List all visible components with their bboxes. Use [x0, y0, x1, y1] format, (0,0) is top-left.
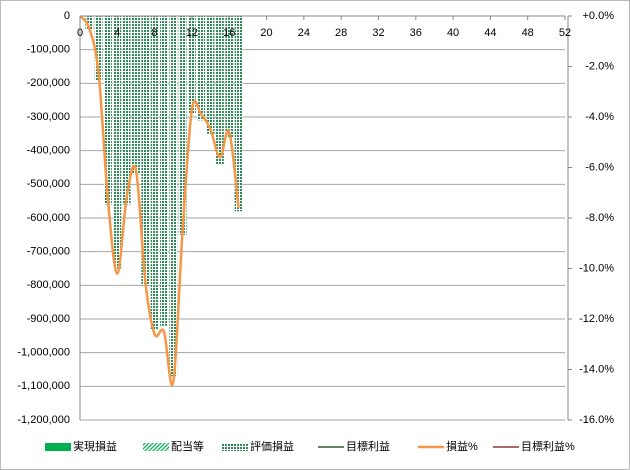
x-tick-label: 12	[186, 27, 198, 39]
bar	[197, 16, 206, 121]
bar	[104, 16, 112, 205]
y2-tick-label: -10.0%	[579, 262, 614, 274]
legend-label: 配当等	[171, 439, 204, 453]
x-tick-label: 44	[484, 27, 496, 39]
legend-swatch	[222, 443, 248, 451]
y-tick-label: -1,200,000	[17, 414, 70, 426]
x-tick-label: 16	[223, 27, 235, 39]
x-tick-label: 52	[559, 27, 571, 39]
bar	[113, 16, 122, 269]
y2-tick-label: -12.0%	[579, 313, 614, 325]
y-tick-label: -700,000	[27, 246, 70, 258]
y2-tick-label: -16.0%	[579, 414, 614, 426]
y-tick-label: -300,000	[27, 111, 70, 123]
legend-label: 評価損益	[250, 439, 294, 453]
bar	[188, 16, 196, 114]
y2-tick-label: -8.0%	[585, 212, 614, 224]
y-tick-label: -400,000	[27, 145, 70, 157]
line	[78, 15, 240, 387]
y-tick-label: -1,000,000	[17, 347, 70, 359]
x-tick-label: 4	[114, 27, 120, 39]
x-tick-label: 24	[298, 27, 310, 39]
x-tick-label: 20	[260, 27, 272, 39]
y-tick-label: -800,000	[27, 279, 70, 291]
x-tick-label: 28	[335, 27, 347, 39]
y2-tick-label: -4.0%	[585, 111, 614, 123]
legend-label: 目標利益%	[521, 439, 575, 453]
bar	[178, 16, 187, 235]
bar	[215, 16, 224, 165]
x-tick-label: 40	[447, 27, 459, 39]
bar	[85, 16, 94, 30]
y-tick-label: -1,100,000	[17, 380, 70, 392]
y-tick-label: -500,000	[27, 178, 70, 190]
bar	[225, 16, 234, 138]
y-tick-label: -200,000	[27, 77, 70, 89]
y-tick-label: -900,000	[27, 313, 70, 325]
y-tick-label: -600,000	[27, 212, 70, 224]
y2-tick-label: +0.0%	[583, 10, 615, 22]
legend-swatch	[45, 443, 71, 451]
x-tick-label: 0	[77, 27, 83, 39]
y-tick-label: 0	[64, 10, 70, 22]
bar	[132, 16, 140, 175]
bar	[94, 16, 103, 80]
bar	[150, 16, 159, 330]
y2-tick-label: -2.0%	[585, 60, 614, 72]
bar	[160, 16, 168, 326]
legend-swatch	[143, 443, 169, 451]
x-tick-label: 36	[410, 27, 422, 39]
bar	[141, 16, 150, 286]
bar	[122, 16, 131, 205]
x-tick-label: 8	[152, 27, 158, 39]
x-tick-label: 48	[522, 27, 534, 39]
bar	[234, 16, 243, 212]
legend-label: 実現損益	[73, 439, 117, 453]
y2-tick-label: -14.0%	[579, 363, 614, 375]
legend-label: 目標利益	[346, 439, 390, 453]
y-tick-label: -100,000	[27, 44, 70, 56]
bar	[206, 16, 215, 134]
y2-tick-label: -6.0%	[585, 161, 614, 173]
x-tick-label: 32	[372, 27, 384, 39]
bar	[169, 16, 178, 377]
legend-label: 損益%	[446, 439, 478, 453]
